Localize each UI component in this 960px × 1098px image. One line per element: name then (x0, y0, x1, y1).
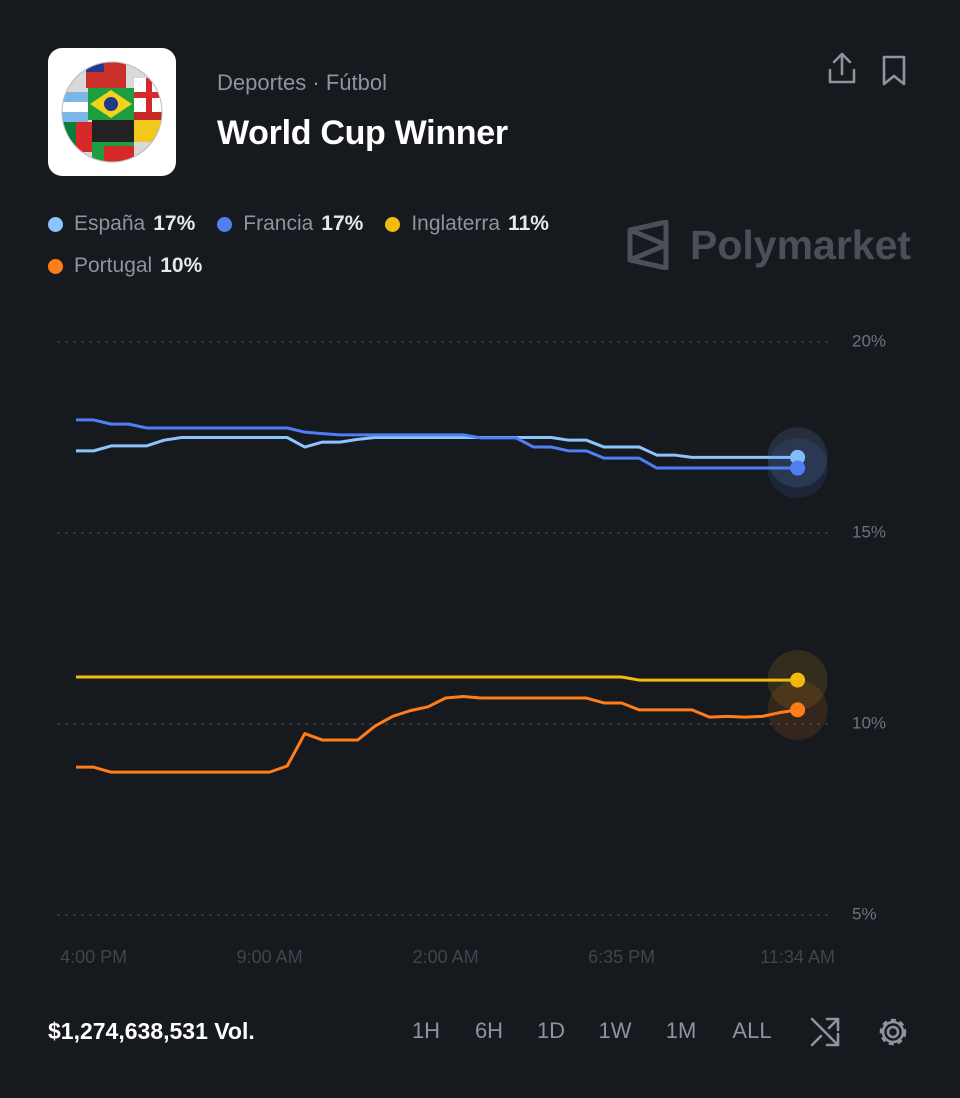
legend-item: Portugal 10% (48, 252, 202, 280)
share-button[interactable] (828, 52, 856, 84)
ball-icon (61, 61, 163, 163)
end-dot (790, 460, 806, 476)
end-dot (790, 672, 806, 688)
x-tick-label: 11:34 AM (760, 947, 835, 967)
settings-button[interactable] (879, 1018, 907, 1046)
y-tick-label: 15% (852, 522, 886, 541)
legend-value: 11% (508, 212, 549, 235)
range-button[interactable]: 1H (411, 1018, 441, 1043)
x-tick-label: 6:35 PM (588, 947, 655, 967)
market-icon (48, 48, 176, 176)
y-tick-label: 20% (852, 331, 886, 350)
watermark: Polymarket (626, 220, 911, 270)
legend-value: 17% (321, 212, 364, 235)
volume: $1,274,638,531 Vol. (48, 1018, 255, 1044)
series-line (76, 436, 798, 459)
legend: España 17% Francia 17% Inglaterra 11% Portugal… (48, 210, 578, 280)
header-actions (828, 52, 906, 86)
legend-value: 17% (153, 212, 196, 235)
brand-name: Polymarket (690, 221, 912, 268)
legend-name: Francia (243, 212, 314, 235)
range-button[interactable]: 1D (536, 1018, 566, 1043)
legend-value: 10% (160, 254, 203, 277)
legend-swatch (217, 216, 233, 232)
legend-item: Francia 17% (217, 210, 363, 238)
legend-swatch (385, 216, 401, 232)
series-line (76, 418, 798, 470)
brand-logo (627, 220, 669, 270)
legend-swatch (48, 258, 63, 274)
x-tick-label: 2:00 AM (413, 947, 479, 967)
title: World Cup Winner (217, 114, 508, 152)
y-tick-label: 5% (852, 904, 877, 923)
range-button[interactable]: 6H (474, 1018, 504, 1043)
legend-item: Inglaterra 11% (385, 210, 549, 238)
bookmark-button[interactable] (882, 55, 906, 86)
end-dot (790, 702, 806, 718)
x-tick-label: 4:00 PM (60, 947, 127, 967)
range-button[interactable]: 1W (598, 1018, 632, 1043)
legend-item: España 17% (48, 210, 195, 238)
category: Deportes · Fútbol (217, 70, 387, 95)
end-dot (790, 449, 806, 465)
footer-actions (810, 1017, 907, 1047)
series-line (76, 675, 798, 682)
range-button[interactable]: 1M (665, 1018, 697, 1043)
legend-name: Inglaterra (411, 212, 501, 235)
chart: 20% 15% 10% 5% 4:00 PM 9:00 AM 2:00 AM 6:35 PM 1… (57, 331, 886, 967)
series-line (76, 694, 798, 774)
range-button[interactable]: ALL (732, 1018, 772, 1043)
legend-name: Portugal (74, 254, 153, 277)
y-tick-label: 10% (852, 713, 886, 732)
legend-swatch (48, 216, 63, 232)
legend-name: España (74, 212, 146, 235)
x-tick-label: 9:00 AM (237, 947, 303, 967)
shuffle-button[interactable] (810, 1017, 840, 1047)
